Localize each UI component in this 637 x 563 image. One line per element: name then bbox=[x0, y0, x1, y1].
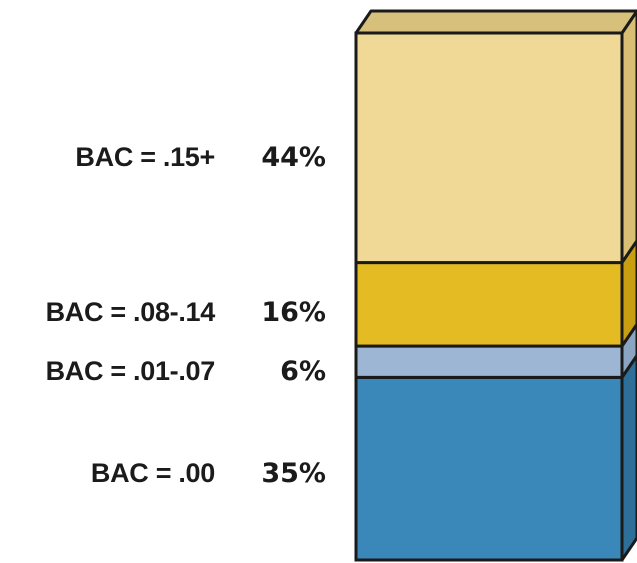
category-label-1: BAC = .01-.07 bbox=[46, 356, 215, 386]
segment-front-0 bbox=[354, 375, 624, 562]
value-label-3: 44% bbox=[261, 142, 326, 173]
segment-front-3 bbox=[354, 31, 624, 265]
segment-front-1 bbox=[354, 344, 624, 379]
category-label-2: BAC = .08-.14 bbox=[46, 297, 216, 327]
segment-front-2 bbox=[354, 261, 624, 348]
value-label-2: 16% bbox=[261, 297, 326, 328]
stack-labels: BAC = .00 35% BAC = .01-.07 6% BAC = .08-.14… bbox=[46, 142, 326, 489]
segment-side-3 bbox=[620, 9, 637, 265]
value-label-0: 35% bbox=[261, 458, 326, 489]
stack-segments bbox=[354, 9, 637, 562]
category-label-3: BAC = .15+ bbox=[75, 142, 215, 172]
value-label-1: 6% bbox=[280, 356, 326, 387]
category-label-0: BAC = .00 bbox=[91, 458, 215, 488]
stack-top-face bbox=[354, 9, 637, 35]
segment-side-0 bbox=[620, 353, 637, 562]
